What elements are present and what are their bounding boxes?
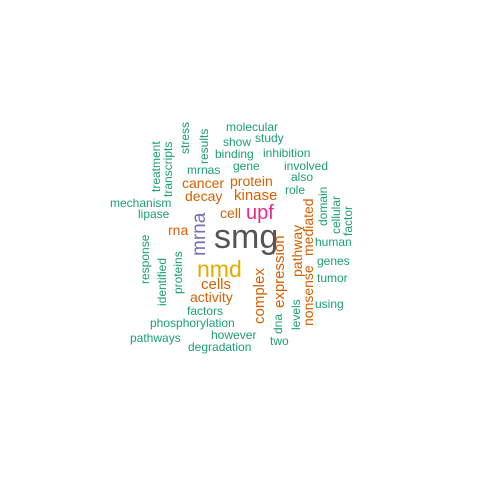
word-stress: stress bbox=[178, 121, 192, 154]
word-two: two bbox=[270, 334, 289, 348]
word-molecular: molecular bbox=[226, 120, 279, 134]
word-identified: identified bbox=[155, 257, 169, 306]
word-nonsense: nonsense bbox=[300, 265, 316, 326]
word-expression: expression bbox=[271, 235, 288, 308]
word-phosphorylation: phosphorylation bbox=[150, 316, 235, 330]
word-human: human bbox=[315, 235, 352, 249]
word-rna: rna bbox=[168, 222, 189, 238]
word-decay: decay bbox=[185, 188, 223, 204]
word-gene: gene bbox=[233, 159, 260, 173]
word-factors: factors bbox=[187, 304, 224, 318]
word-nmd: nmd bbox=[197, 256, 242, 282]
word-pathways: pathways bbox=[130, 331, 181, 345]
word-mediated: mediated bbox=[300, 198, 316, 256]
word-mechanism: mechanism bbox=[110, 196, 172, 210]
word-inhibition: inhibition bbox=[263, 146, 311, 160]
word-mrnas: mrnas bbox=[187, 163, 221, 177]
word-lipase: lipase bbox=[138, 207, 170, 221]
word-transcripts: transcripts bbox=[161, 141, 175, 197]
word-role: role bbox=[285, 183, 306, 197]
word-using: using bbox=[315, 297, 344, 311]
word-genes: genes bbox=[317, 254, 350, 268]
word-smg: smg bbox=[214, 218, 279, 256]
word-activity: activity bbox=[190, 289, 233, 305]
word-factor: factor bbox=[341, 205, 355, 236]
word-study: study bbox=[255, 131, 284, 145]
word-response: response bbox=[138, 234, 152, 284]
word-show: show bbox=[223, 135, 252, 149]
word-domain: domain bbox=[316, 186, 330, 226]
word-however: however bbox=[211, 328, 257, 342]
word-tumor: tumor bbox=[317, 271, 348, 285]
word-results: results bbox=[197, 128, 211, 164]
word-dna: dna bbox=[271, 313, 285, 334]
word-cancer: cancer bbox=[182, 175, 225, 191]
word-proteins: proteins bbox=[171, 251, 185, 294]
word-degradation: degradation bbox=[188, 340, 252, 354]
word-binding: binding bbox=[215, 147, 254, 161]
word-cell: cell bbox=[220, 205, 242, 221]
word-protein: protein bbox=[230, 173, 273, 189]
word-levels: levels bbox=[289, 299, 303, 330]
word-upf: upf bbox=[246, 202, 274, 224]
word-complex: complex bbox=[251, 268, 268, 324]
word-mrna: mrna bbox=[189, 212, 210, 256]
word-cells: cells bbox=[201, 276, 232, 293]
word-involved: involved bbox=[284, 159, 329, 173]
word-also: also bbox=[291, 170, 314, 184]
word-kinase: kinase bbox=[234, 187, 278, 204]
